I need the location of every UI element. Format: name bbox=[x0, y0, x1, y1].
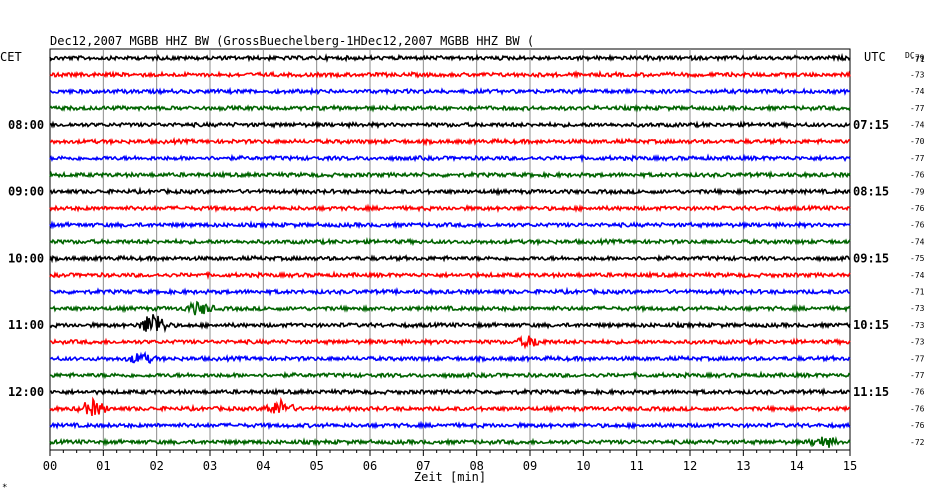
x-tick-label: 07 bbox=[416, 459, 430, 473]
x-tick-label: 13 bbox=[736, 459, 750, 473]
x-tick-label: 14 bbox=[789, 459, 803, 473]
cet-time-label: 12:00 bbox=[8, 385, 44, 399]
dc-first-value: 71 bbox=[915, 55, 925, 64]
trace-row-13 bbox=[49, 253, 851, 264]
trace-row-8 bbox=[49, 170, 851, 180]
trace-row-2 bbox=[49, 69, 851, 80]
dc-value: -79 bbox=[910, 187, 925, 196]
cet-time-label: 10:00 bbox=[8, 251, 44, 265]
dc-value: -76 bbox=[910, 421, 925, 430]
dc-value: -73 bbox=[910, 304, 925, 313]
trace-row-22 bbox=[49, 396, 851, 417]
trace-row-4 bbox=[49, 103, 851, 113]
trace-row-15 bbox=[49, 286, 851, 297]
trace-row-6 bbox=[49, 136, 851, 147]
trace-row-16 bbox=[49, 300, 851, 316]
x-tick-label: 11 bbox=[629, 459, 643, 473]
cet-time-labels: 08:00 09:00 10:00 11:00 12:00 bbox=[8, 118, 44, 399]
utc-time-labels: 07:15 08:15 09:15 10:15 11:15 bbox=[853, 118, 889, 399]
minute-gridlines bbox=[102, 49, 798, 450]
dc-value: -74 bbox=[910, 237, 925, 246]
trace-row-5 bbox=[49, 120, 851, 130]
x-tick-label: 03 bbox=[203, 459, 217, 473]
trace-row-21 bbox=[49, 387, 851, 397]
trace-row-14 bbox=[49, 270, 851, 280]
utc-time-label: 08:15 bbox=[853, 185, 889, 199]
cet-time-label: 11:00 bbox=[8, 318, 44, 332]
x-tick-label: 10 bbox=[576, 459, 590, 473]
x-axis-label: Zeit [min] bbox=[414, 470, 486, 484]
trace-row-1 bbox=[49, 52, 851, 63]
trace-row-23 bbox=[49, 420, 851, 431]
dc-value: -79 bbox=[910, 54, 925, 63]
utc-time-label: 11:15 bbox=[853, 385, 889, 399]
utc-time-label: 09:15 bbox=[853, 251, 889, 265]
trace-row-9 bbox=[49, 186, 851, 197]
dc-value: -70 bbox=[910, 137, 925, 146]
footnote-mark: * bbox=[2, 483, 7, 493]
dc-value: -76 bbox=[910, 204, 925, 213]
dc-value: -73 bbox=[910, 70, 925, 79]
cet-label: CET bbox=[0, 50, 22, 64]
trace-row-18 bbox=[49, 334, 851, 350]
dc-value: -77 bbox=[910, 104, 925, 113]
seismic-traces bbox=[49, 52, 851, 448]
x-tick-label: 00 bbox=[43, 459, 57, 473]
x-axis: 00 01 02 03 04 05 06 07 08 09 10 11 12 13 14 15 bbox=[43, 450, 857, 473]
x-tick-label: 08 bbox=[469, 459, 483, 473]
dc-label: DC bbox=[905, 51, 915, 60]
cet-time-label: 09:00 bbox=[8, 185, 44, 199]
utc-time-label: 07:15 bbox=[853, 118, 889, 132]
dc-value: -76 bbox=[910, 171, 925, 180]
dc-value: -71 bbox=[910, 288, 925, 297]
trace-row-20 bbox=[49, 370, 851, 381]
dc-value: -75 bbox=[910, 254, 925, 263]
dc-value: -74 bbox=[910, 87, 925, 96]
x-tick-label: 09 bbox=[523, 459, 537, 473]
trace-row-24 bbox=[49, 436, 851, 448]
trace-row-19 bbox=[49, 350, 851, 364]
x-tick-label: 15 bbox=[843, 459, 857, 473]
dc-offset-values: -79 -73 -74 -77 -74 -70 -77 -76 -79 -76 -76 -74 -75 -… bbox=[910, 54, 925, 447]
trace-row-7 bbox=[49, 153, 851, 164]
dc-value: -76 bbox=[910, 388, 925, 397]
utc-label: UTC bbox=[864, 50, 886, 64]
dc-value: -72 bbox=[910, 438, 925, 447]
chart-title: Dec12,2007 MGBB HHZ BW (GrossBuechelberg… bbox=[50, 34, 534, 48]
x-tick-label: 02 bbox=[149, 459, 163, 473]
trace-row-10 bbox=[49, 203, 851, 213]
dc-value: -76 bbox=[910, 404, 925, 413]
dc-value: -73 bbox=[910, 338, 925, 347]
x-tick-label: 12 bbox=[683, 459, 697, 473]
trace-row-11 bbox=[49, 220, 851, 230]
dc-value: -76 bbox=[910, 221, 925, 230]
dc-value: -74 bbox=[910, 271, 925, 280]
x-tick-label: 05 bbox=[309, 459, 323, 473]
dc-value: -77 bbox=[910, 371, 925, 380]
x-tick-label: 01 bbox=[96, 459, 110, 473]
dc-value: -74 bbox=[910, 121, 925, 130]
trace-row-3 bbox=[49, 86, 851, 96]
x-tick-label: 06 bbox=[363, 459, 377, 473]
trace-row-12 bbox=[49, 237, 851, 247]
cet-time-label: 08:00 bbox=[8, 118, 44, 132]
dc-value: -73 bbox=[910, 321, 925, 330]
x-tick-label: 04 bbox=[256, 459, 270, 473]
dc-value: -77 bbox=[910, 354, 925, 363]
utc-time-label: 10:15 bbox=[853, 318, 889, 332]
dc-value: -77 bbox=[910, 154, 925, 163]
trace-row-17 bbox=[49, 314, 851, 334]
